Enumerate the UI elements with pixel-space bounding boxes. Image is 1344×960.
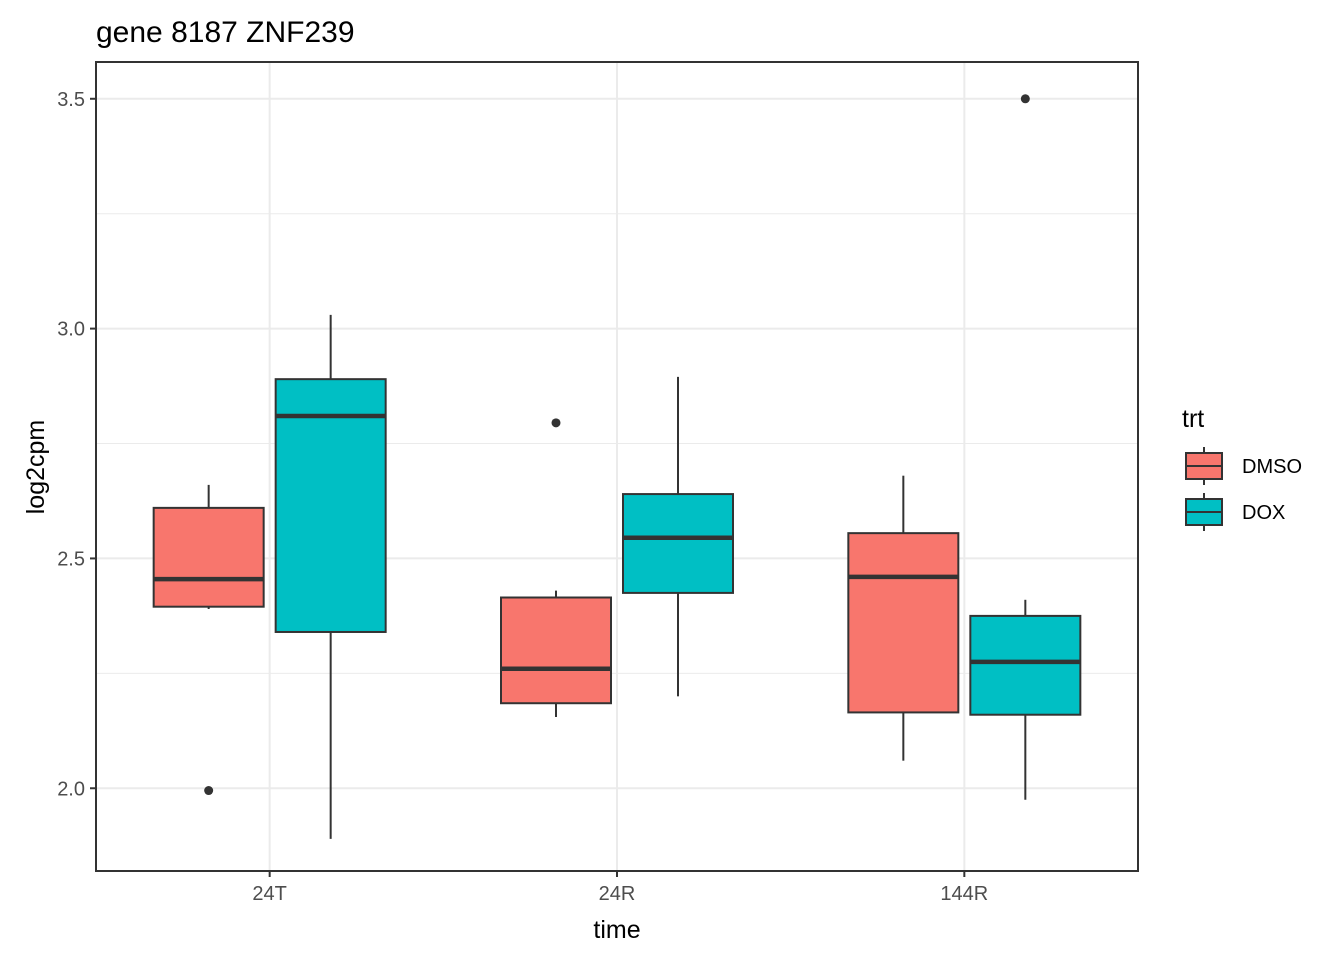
x-tick-label: 24T <box>252 883 286 905</box>
x-tick-label: 144R <box>940 883 988 905</box>
y-axis-title: log2cpm <box>22 420 50 515</box>
y-tick-label: 2.0 <box>57 778 85 800</box>
outlier-point <box>204 786 214 796</box>
legend: trt DMSO DOX <box>1182 405 1302 531</box>
outlier-point <box>1020 94 1030 104</box>
plot-area: 2.0 2.5 3.0 3.5 24T 24R 144R <box>57 61 1139 905</box>
box-dmso-24t <box>152 484 265 796</box>
y-tick-label: 3.0 <box>57 319 85 341</box>
y-tick-label: 2.5 <box>57 548 85 570</box>
chart-title: gene 8187 ZNF239 <box>96 16 355 49</box>
y-tick-label: 3.5 <box>57 89 85 111</box>
legend-title: trt <box>1182 405 1204 433</box>
box-dox-24r <box>622 376 734 697</box>
box-iqr <box>500 596 612 705</box>
box-iqr <box>622 493 734 594</box>
legend-item-dmso: DMSO <box>1185 447 1302 485</box>
legend-label: DMSO <box>1242 456 1302 478</box>
box-iqr <box>847 532 960 714</box>
box-iqr <box>274 378 387 633</box>
box-dmso-24r <box>500 418 612 718</box>
box-dox-144r <box>969 94 1082 800</box>
box-iqr <box>969 614 1082 716</box>
box-iqr <box>152 506 265 608</box>
x-tick-label: 24R <box>599 883 636 905</box>
legend-item-dox: DOX <box>1185 493 1285 531</box>
box-dmso-144r <box>847 475 960 761</box>
legend-label: DOX <box>1242 502 1285 524</box>
box-dox-24t <box>274 314 387 839</box>
outlier-point <box>551 418 561 428</box>
x-axis-title: time <box>593 916 640 944</box>
